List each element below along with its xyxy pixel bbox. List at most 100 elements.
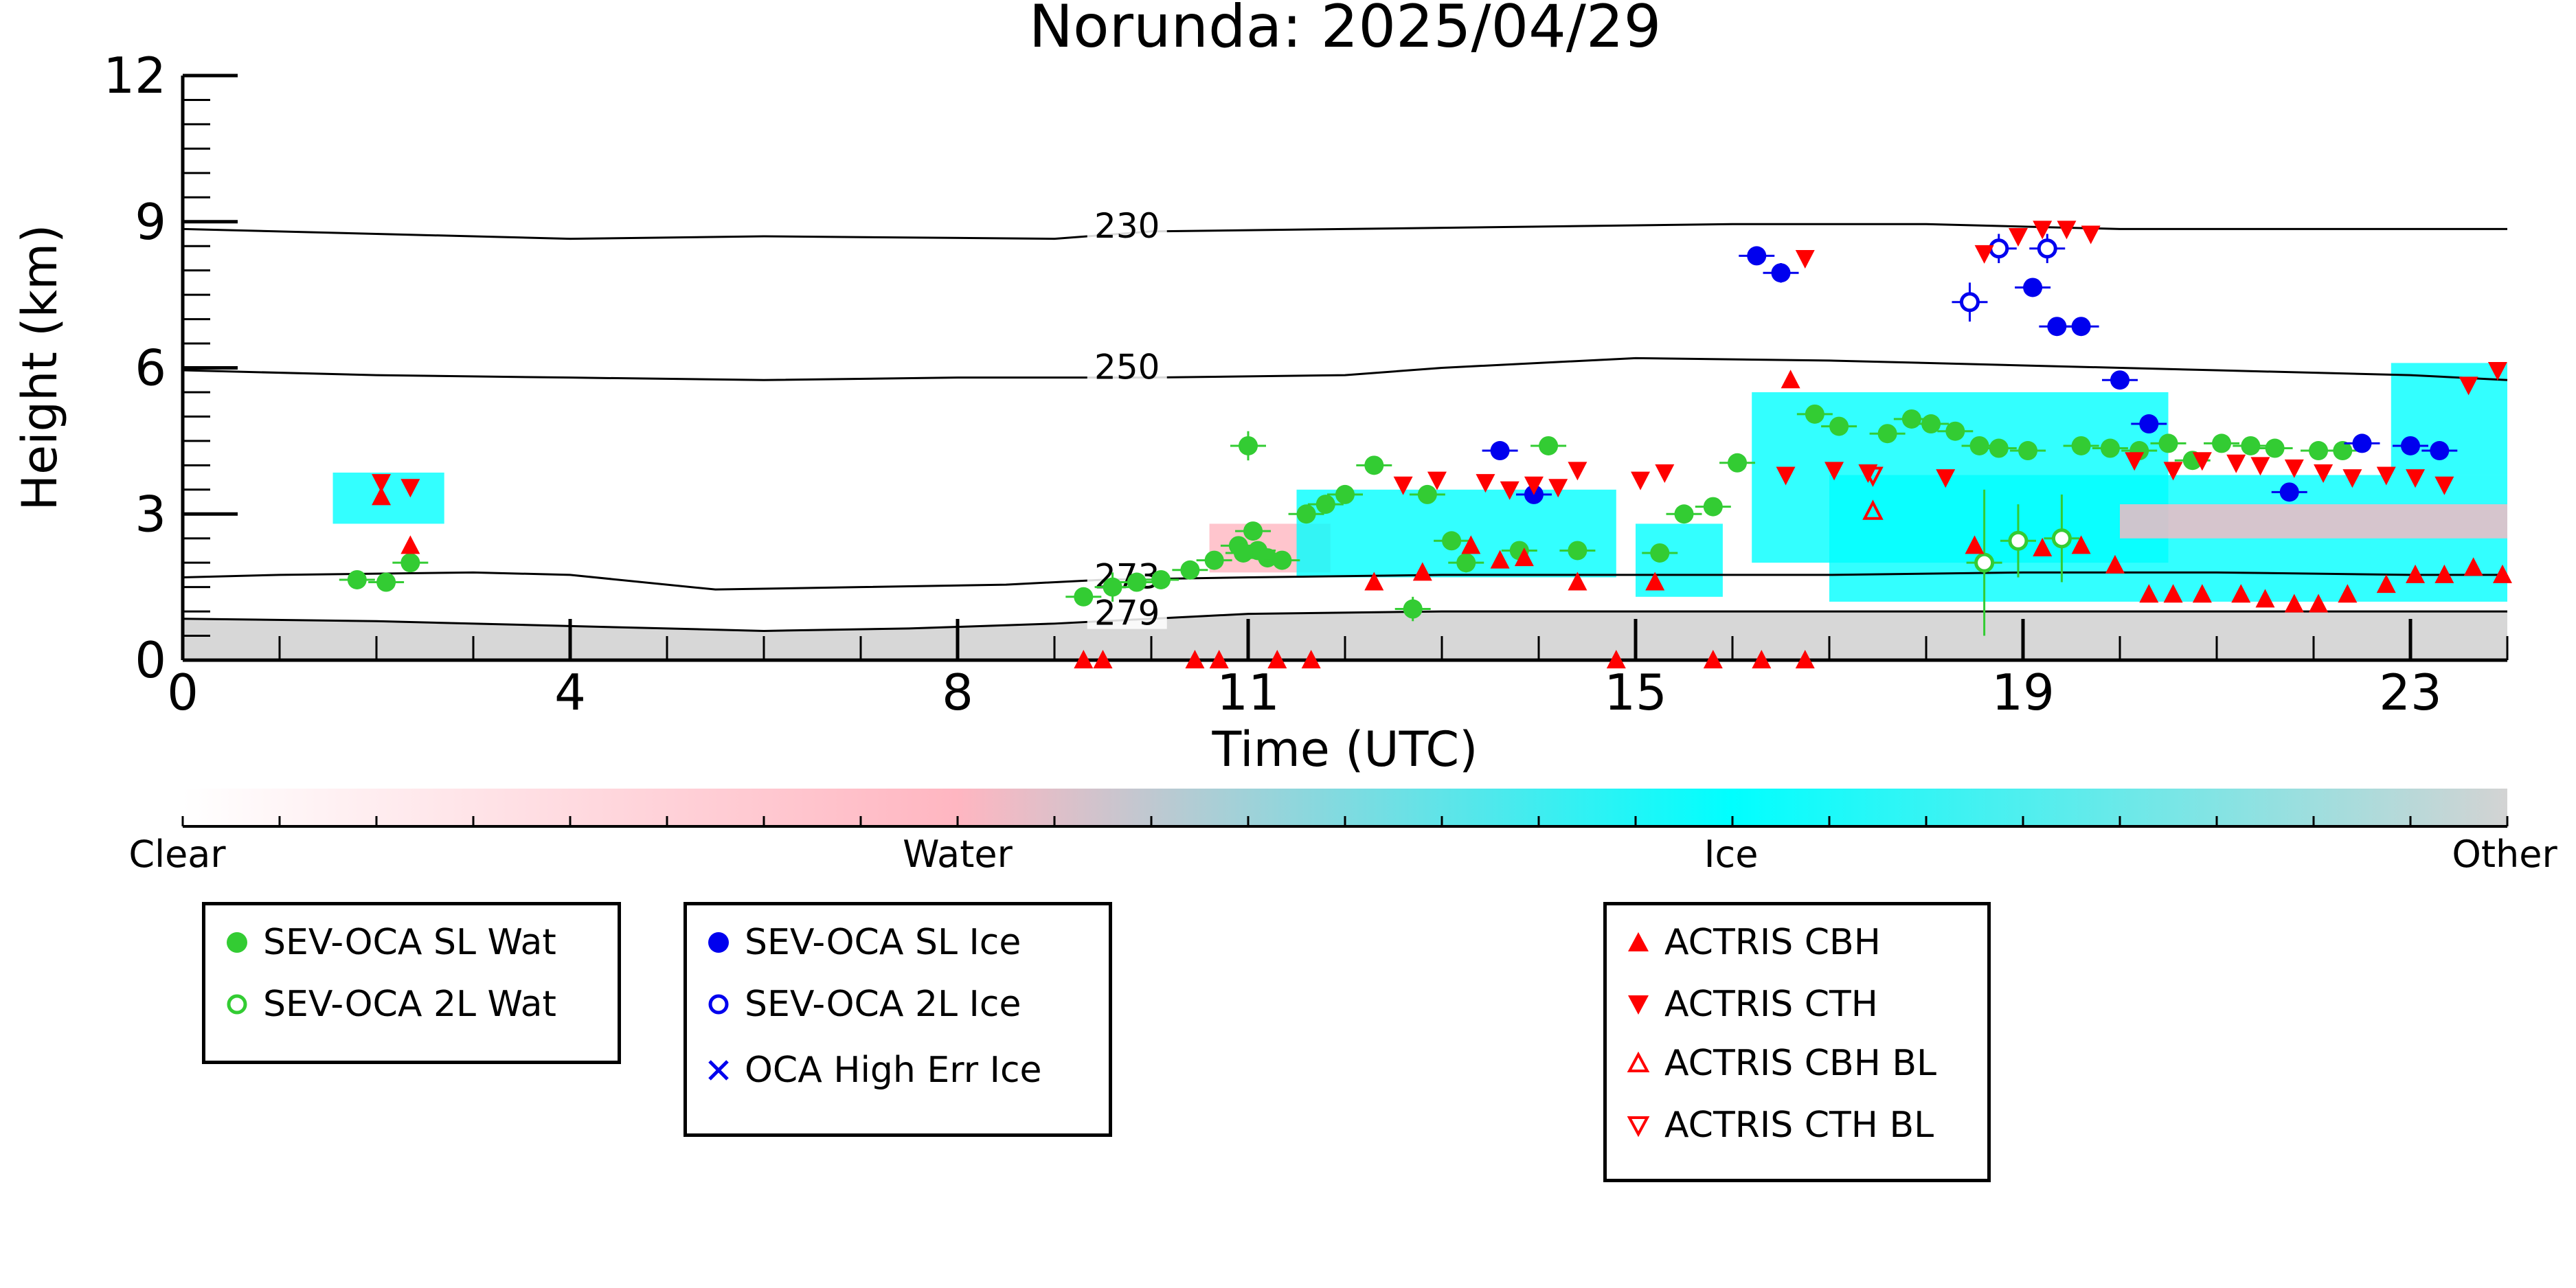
open-circle-icon bbox=[708, 994, 729, 1015]
data-point bbox=[1267, 650, 1287, 668]
data-point bbox=[2463, 557, 2483, 576]
data-point bbox=[1272, 550, 1292, 570]
colorbar: Clear Water Ice Other bbox=[128, 789, 2557, 876]
legend-actris: ACTRIS CBH ACTRIS CTH ACTRIS CBH BL ACTR… bbox=[1603, 902, 1991, 1182]
data-point bbox=[2018, 441, 2038, 461]
data-point bbox=[2071, 436, 2091, 455]
data-point bbox=[1728, 453, 1748, 473]
data-point bbox=[1074, 587, 1094, 607]
data-point bbox=[2192, 452, 2212, 471]
cloud-mask-patch bbox=[2120, 504, 2507, 539]
data-point bbox=[1301, 650, 1321, 668]
data-point bbox=[2100, 438, 2120, 458]
isotherm-line bbox=[182, 610, 2507, 632]
legend-item-cbh-bl: ACTRIS CBH BL bbox=[1625, 1043, 1936, 1084]
data-point bbox=[2492, 564, 2512, 583]
isotherm-label: 279 bbox=[1094, 594, 1160, 633]
data-point bbox=[1824, 462, 1844, 481]
data-point bbox=[2037, 238, 2057, 259]
colorbar-label-ice: Ice bbox=[1704, 833, 1759, 876]
data-point bbox=[2033, 221, 2053, 240]
legend-label: ACTRIS CBH BL bbox=[1664, 1043, 1936, 1084]
data-point bbox=[372, 474, 392, 493]
isotherm-line bbox=[182, 357, 2508, 381]
data-markers bbox=[339, 221, 2512, 668]
x-tick-label: 8 bbox=[942, 664, 973, 721]
data-point bbox=[1771, 263, 1791, 283]
data-point bbox=[1781, 370, 1800, 389]
data-point bbox=[1315, 495, 1335, 515]
data-point bbox=[1776, 466, 1796, 486]
legend-item-cth-bl: ACTRIS CTH BL bbox=[1625, 1105, 1934, 1146]
data-point bbox=[2309, 594, 2329, 613]
data-point bbox=[2434, 564, 2454, 583]
data-point bbox=[2057, 221, 2077, 240]
data-point bbox=[2487, 362, 2507, 381]
data-point bbox=[2406, 564, 2426, 583]
data-point bbox=[1568, 572, 1588, 591]
data-point bbox=[1989, 238, 2009, 259]
data-point bbox=[1393, 476, 1413, 495]
x-tick-label: 19 bbox=[1991, 664, 2055, 721]
data-point bbox=[1862, 499, 1884, 520]
isotherm-label-bg bbox=[1087, 594, 1167, 629]
axes: 0 3 6 9 12 0 4 8 11 15 19 23 bbox=[103, 47, 2509, 721]
data-point bbox=[1461, 535, 1481, 554]
data-point bbox=[1974, 552, 1995, 573]
filled-circle-icon bbox=[227, 932, 247, 953]
data-point bbox=[2047, 317, 2067, 337]
y-tick-label: 3 bbox=[135, 485, 166, 543]
data-point bbox=[1901, 409, 1921, 429]
legend-label: OCA High Err Ice bbox=[745, 1050, 1042, 1091]
open-circle-icon bbox=[227, 994, 247, 1015]
legend-ice: SEV-OCA SL Ice SEV-OCA 2L Ice OCA High E… bbox=[683, 902, 1112, 1137]
data-point bbox=[1364, 455, 1384, 475]
data-point bbox=[2314, 464, 2334, 483]
data-point bbox=[1969, 436, 1989, 455]
data-point bbox=[1645, 572, 1665, 591]
data-point bbox=[1185, 650, 1205, 668]
y-tick-label: 12 bbox=[103, 47, 166, 104]
legend-label: SEV-OCA 2L Wat bbox=[263, 984, 556, 1025]
data-point bbox=[1524, 476, 1544, 495]
data-point bbox=[2163, 462, 2183, 481]
data-point bbox=[2158, 433, 2178, 453]
data-point bbox=[1180, 560, 1200, 580]
data-point bbox=[2008, 530, 2029, 551]
data-point bbox=[2192, 584, 2212, 603]
data-point bbox=[1989, 438, 2009, 458]
data-point bbox=[347, 569, 367, 589]
data-point bbox=[2459, 376, 2478, 396]
data-point bbox=[2033, 537, 2053, 556]
data-point bbox=[1476, 474, 1495, 493]
data-point bbox=[1103, 577, 1122, 597]
data-point bbox=[1945, 421, 1965, 441]
colorbar-label-water: Water bbox=[903, 833, 1013, 876]
data-point bbox=[1936, 469, 1956, 488]
data-point bbox=[2071, 317, 2091, 337]
x-tick-label: 4 bbox=[554, 664, 586, 721]
data-point bbox=[2401, 436, 2420, 455]
x-axis-label: Time (UTC) bbox=[1212, 721, 1478, 778]
data-point bbox=[2081, 225, 2101, 245]
data-point bbox=[1965, 535, 1985, 554]
legend-label: SEV-OCA SL Wat bbox=[263, 922, 556, 963]
data-point bbox=[1093, 650, 1113, 668]
isotherm-label: 250 bbox=[1094, 348, 1160, 387]
data-point bbox=[2265, 438, 2285, 458]
x-tick-label: 0 bbox=[167, 664, 199, 721]
data-point bbox=[1631, 471, 1651, 490]
y-tick-label: 0 bbox=[135, 631, 166, 689]
data-point bbox=[1412, 562, 1432, 581]
data-point bbox=[2250, 457, 2270, 476]
data-point bbox=[2376, 466, 2396, 486]
data-point bbox=[1674, 504, 1694, 524]
data-point bbox=[1795, 650, 1815, 668]
data-point bbox=[2110, 370, 2129, 390]
data-point bbox=[1239, 436, 1258, 455]
data-point bbox=[1539, 436, 1559, 455]
legend-label: SEV-OCA 2L Ice bbox=[745, 984, 1021, 1025]
data-point bbox=[1204, 550, 1224, 570]
data-point bbox=[1974, 245, 1994, 264]
chart-title: Norunda: 2025/04/29 bbox=[1029, 0, 1662, 61]
